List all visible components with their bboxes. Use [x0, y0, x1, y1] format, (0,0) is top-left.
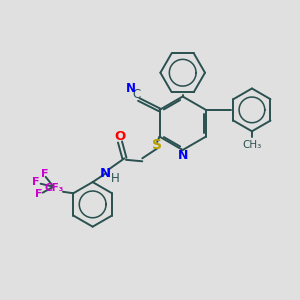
- Text: N: N: [178, 149, 188, 162]
- Text: H: H: [111, 172, 119, 185]
- Text: S: S: [152, 138, 162, 152]
- Text: O: O: [114, 130, 126, 143]
- Text: C: C: [132, 88, 140, 100]
- Text: F: F: [41, 169, 48, 179]
- Text: N: N: [126, 82, 136, 95]
- Text: N: N: [100, 167, 111, 180]
- Text: F: F: [32, 177, 40, 187]
- Text: CF₃: CF₃: [44, 183, 64, 193]
- Text: F: F: [35, 189, 43, 199]
- Text: CH₃: CH₃: [242, 140, 262, 150]
